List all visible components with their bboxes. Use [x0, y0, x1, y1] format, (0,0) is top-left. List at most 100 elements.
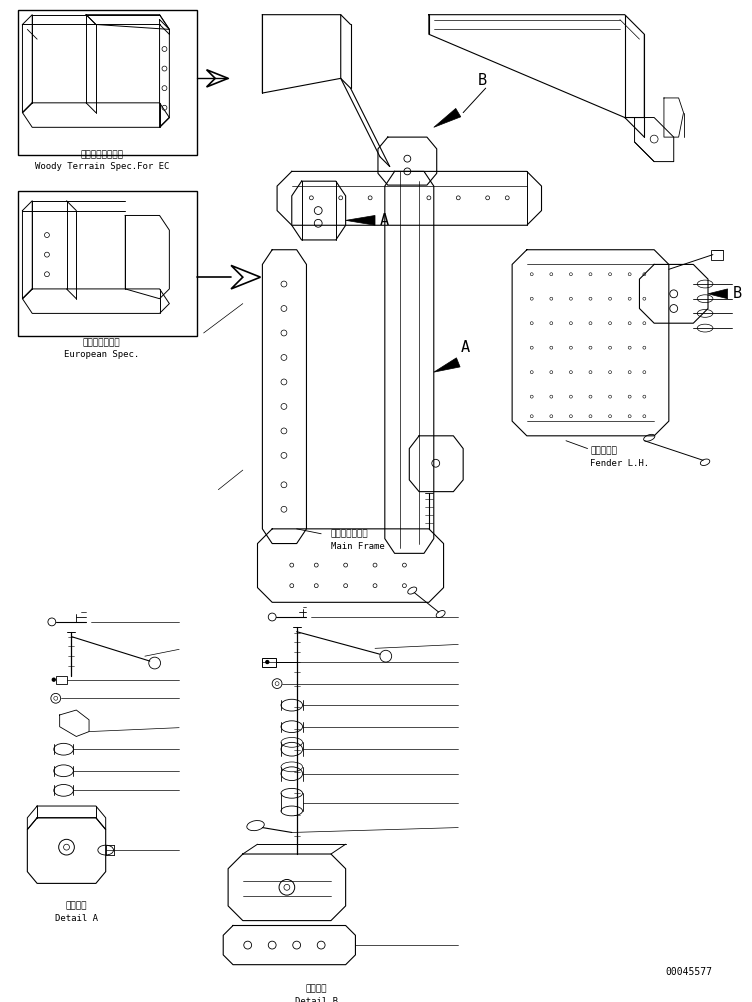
- Circle shape: [281, 355, 287, 361]
- Text: フェンダ左: フェンダ左: [590, 446, 617, 455]
- Circle shape: [368, 195, 372, 199]
- Text: Ａ　詳細: Ａ 詳細: [65, 902, 87, 911]
- Circle shape: [530, 395, 533, 398]
- Circle shape: [284, 885, 290, 890]
- Circle shape: [550, 395, 553, 398]
- Circle shape: [344, 563, 347, 567]
- Text: A: A: [460, 340, 469, 355]
- Text: Fender L.H.: Fender L.H.: [590, 459, 650, 468]
- Circle shape: [51, 693, 61, 703]
- Circle shape: [54, 696, 58, 700]
- Circle shape: [628, 273, 631, 276]
- Circle shape: [272, 678, 282, 688]
- Circle shape: [589, 298, 592, 301]
- Circle shape: [314, 584, 318, 587]
- Text: B: B: [732, 287, 741, 302]
- Polygon shape: [346, 215, 375, 225]
- Circle shape: [569, 273, 572, 276]
- Circle shape: [281, 379, 287, 385]
- Circle shape: [279, 880, 295, 895]
- Circle shape: [281, 282, 287, 287]
- Text: European Spec.: European Spec.: [64, 350, 139, 359]
- Circle shape: [608, 322, 611, 325]
- Text: Detail A: Detail A: [55, 914, 98, 923]
- Circle shape: [628, 395, 631, 398]
- Text: B: B: [478, 73, 487, 88]
- Circle shape: [404, 155, 411, 162]
- Circle shape: [281, 330, 287, 336]
- Circle shape: [402, 563, 406, 567]
- Circle shape: [530, 347, 533, 349]
- Circle shape: [608, 415, 611, 418]
- Text: 00045577: 00045577: [665, 967, 712, 977]
- Text: ヨーロッパ仕様: ヨーロッパ仕様: [83, 339, 120, 348]
- Circle shape: [59, 840, 74, 855]
- Circle shape: [290, 563, 294, 567]
- Circle shape: [53, 678, 55, 681]
- Circle shape: [643, 322, 646, 325]
- Circle shape: [281, 506, 287, 512]
- Circle shape: [569, 415, 572, 418]
- Circle shape: [569, 298, 572, 301]
- Circle shape: [643, 347, 646, 349]
- Circle shape: [309, 195, 314, 199]
- Circle shape: [530, 322, 533, 325]
- Circle shape: [628, 415, 631, 418]
- Circle shape: [44, 232, 50, 237]
- Circle shape: [162, 86, 167, 90]
- Circle shape: [162, 46, 167, 51]
- Circle shape: [290, 584, 294, 587]
- Circle shape: [530, 415, 533, 418]
- Circle shape: [314, 563, 318, 567]
- Circle shape: [643, 273, 646, 276]
- Circle shape: [44, 253, 50, 258]
- Circle shape: [569, 371, 572, 374]
- Circle shape: [373, 584, 377, 587]
- Circle shape: [643, 395, 646, 398]
- Circle shape: [402, 584, 406, 587]
- Circle shape: [589, 371, 592, 374]
- Circle shape: [281, 453, 287, 458]
- Circle shape: [373, 563, 377, 567]
- Circle shape: [550, 273, 553, 276]
- Circle shape: [608, 371, 611, 374]
- Circle shape: [589, 322, 592, 325]
- Circle shape: [628, 298, 631, 301]
- Text: Ｂ　詳細: Ｂ 詳細: [305, 985, 327, 994]
- Bar: [711, 249, 723, 260]
- Circle shape: [293, 941, 301, 949]
- Circle shape: [569, 322, 572, 325]
- Text: Main Frame: Main Frame: [331, 542, 385, 551]
- Circle shape: [281, 306, 287, 312]
- Circle shape: [643, 371, 646, 374]
- Circle shape: [404, 168, 411, 174]
- Text: Woody Terrain Spec.For EC: Woody Terrain Spec.For EC: [35, 162, 169, 171]
- Circle shape: [550, 347, 553, 349]
- Circle shape: [265, 660, 268, 663]
- Circle shape: [569, 395, 572, 398]
- Circle shape: [589, 415, 592, 418]
- Circle shape: [486, 195, 490, 199]
- Circle shape: [344, 584, 347, 587]
- Polygon shape: [434, 108, 461, 127]
- Circle shape: [380, 650, 392, 662]
- Circle shape: [628, 347, 631, 349]
- Circle shape: [44, 272, 50, 277]
- Circle shape: [427, 195, 431, 199]
- Circle shape: [628, 371, 631, 374]
- Circle shape: [149, 657, 160, 669]
- Circle shape: [456, 195, 460, 199]
- Circle shape: [550, 298, 553, 301]
- Bar: [56, 675, 68, 683]
- Circle shape: [550, 322, 553, 325]
- Circle shape: [650, 135, 658, 143]
- Bar: [17, 191, 197, 336]
- Circle shape: [281, 482, 287, 488]
- Polygon shape: [434, 358, 460, 372]
- Circle shape: [608, 273, 611, 276]
- Circle shape: [643, 298, 646, 301]
- Bar: [17, 10, 197, 154]
- Circle shape: [670, 290, 678, 298]
- Circle shape: [314, 206, 322, 214]
- Circle shape: [275, 681, 279, 685]
